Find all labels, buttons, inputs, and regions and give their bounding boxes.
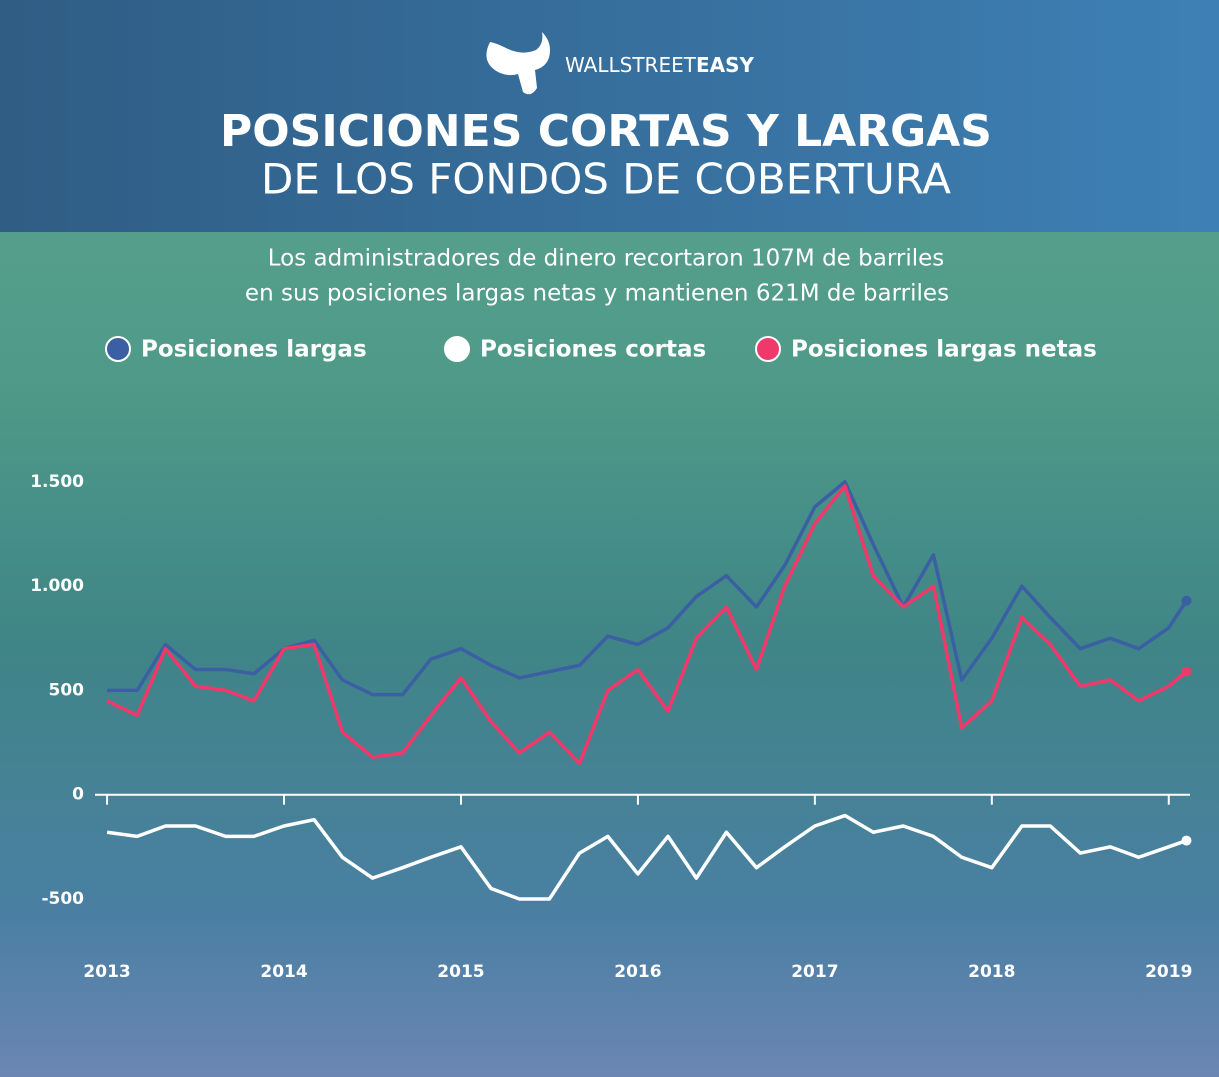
x-tick-label: 2014 (260, 962, 307, 982)
series-line (106, 813, 1188, 901)
x-tick-label: 2016 (614, 962, 661, 982)
x-tick-label: 2013 (83, 962, 130, 982)
y-tick-label: -500 (41, 889, 84, 909)
end-point (1181, 595, 1192, 606)
title-line1: POSICIONES CORTAS Y LARGAS (220, 106, 992, 157)
series-line (106, 484, 1188, 766)
end-point (1181, 666, 1192, 677)
x-tick-label: 2019 (1145, 962, 1192, 982)
brand-bold: EASY (696, 53, 755, 77)
y-tick-label: 500 (49, 680, 85, 700)
title-line2: DE LOS FONDOS DE COBERTURA (261, 155, 951, 204)
brand-light: WALLSTREET (565, 53, 697, 77)
y-tick-label: 1.000 (30, 576, 84, 596)
y-tick-label: 1.500 (30, 472, 84, 492)
y-tick-label: 0 (72, 785, 84, 805)
x-tick-label: 2015 (437, 962, 484, 982)
subtitle-line2: en sus posiciones largas netas y mantien… (245, 281, 949, 307)
header-band (0, 0, 1219, 232)
x-tick-label: 2017 (791, 962, 838, 982)
legend-marker (105, 336, 131, 362)
legend-marker (444, 336, 470, 362)
series-line (107, 480, 1188, 697)
legend-marker (755, 336, 781, 362)
brand: WALLSTREETEASY (565, 53, 754, 77)
logo-icon (486, 32, 550, 95)
subtitle-line1: Los administradores de dinero recortaron… (268, 246, 945, 272)
x-tick-label: 2018 (968, 962, 1015, 982)
legend-label: Posiciones largas (141, 337, 367, 363)
end-point (1181, 835, 1192, 846)
legend-label: Posiciones cortas (480, 337, 706, 363)
legend-label: Posiciones largas netas (791, 337, 1097, 363)
